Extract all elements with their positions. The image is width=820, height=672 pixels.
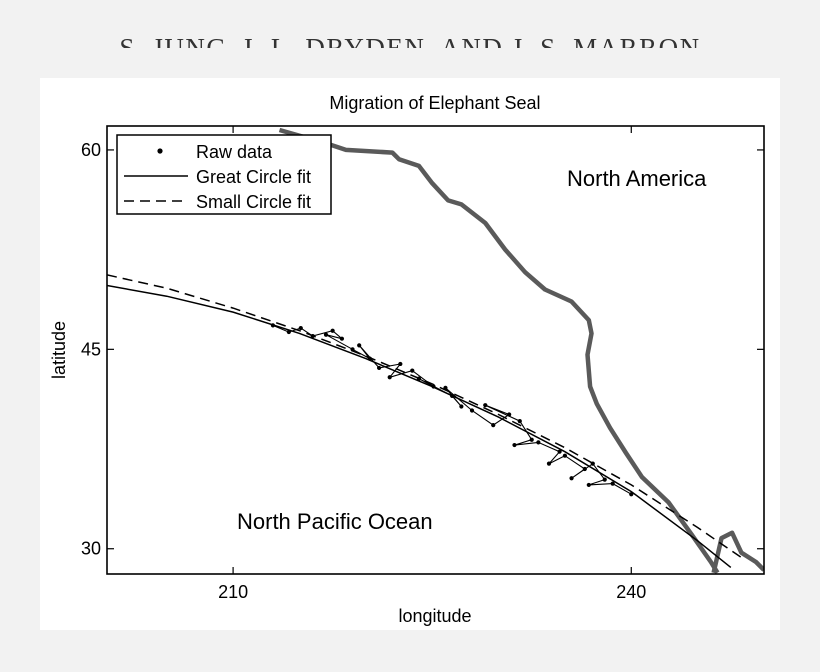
raw-data-point: [483, 403, 488, 408]
legend-label-small-circle: Small Circle fit: [196, 192, 311, 212]
raw-data-point: [629, 492, 634, 497]
annotation-north-pacific-ocean: North Pacific Ocean: [237, 509, 433, 534]
raw-data-point: [376, 365, 382, 371]
raw-data-point: [517, 419, 522, 424]
legend-label-raw-data: Raw data: [196, 142, 273, 162]
legend-raw-data-marker: [157, 148, 163, 154]
raw-data-point: [416, 376, 422, 381]
series-coastline-line: [278, 127, 720, 574]
y-tick-label: 60: [81, 140, 101, 160]
series-small-circle-fit-line: [107, 274, 745, 561]
plot-frame: [106, 125, 765, 575]
raw-data-point: [330, 328, 335, 333]
raw-data-point: [602, 477, 607, 482]
legend-box: [116, 134, 332, 215]
raw-data-point: [270, 323, 276, 328]
raw-data-point: [469, 408, 475, 413]
raw-data-point: [367, 356, 372, 361]
raw-data-point: [443, 385, 448, 390]
raw-data-point: [536, 440, 541, 445]
raw-data-point: [590, 461, 595, 466]
x-tick-label: 210: [218, 582, 248, 602]
raw-data-point: [459, 404, 464, 409]
raw-data-point: [586, 482, 591, 488]
raw-data-point: [387, 375, 392, 380]
raw-data-point: [431, 384, 436, 389]
raw-data-point: [610, 481, 615, 486]
series-raw-data-line: [272, 324, 632, 495]
raw-data-point: [398, 361, 403, 367]
elephant-seal-chart: Migration of Elephant Seal Raw data Grea…: [49, 93, 765, 626]
raw-data-point: [298, 325, 303, 331]
raw-data-point: [557, 449, 562, 454]
figure: Migration of Elephant Seal Raw data Grea…: [40, 78, 780, 630]
raw-data-point: [582, 466, 587, 472]
x-axis-label: longitude: [398, 606, 471, 626]
raw-data-point: [410, 368, 415, 373]
raw-data-point: [507, 412, 512, 417]
raw-data-point: [339, 336, 345, 341]
page-header: S. JUNG, I. L. DRYDEN, AND J. S. MARRON: [119, 33, 701, 48]
x-tick-label: 240: [616, 582, 646, 602]
chart-title: Migration of Elephant Seal: [329, 93, 540, 113]
raw-data-point: [529, 437, 534, 442]
raw-data-point: [569, 476, 574, 481]
y-tick-label: 45: [81, 339, 101, 359]
raw-data-point: [350, 347, 355, 352]
raw-data-point: [357, 343, 362, 348]
y-tick-label: 30: [81, 539, 101, 559]
series-island-line: [711, 530, 764, 574]
raw-data-point: [491, 423, 496, 428]
y-axis-label: latitude: [49, 321, 69, 379]
raw-data-point: [449, 393, 455, 398]
legend: Raw data Great Circle fit Small Circle f…: [116, 134, 332, 215]
raw-data-point: [562, 453, 568, 458]
annotation-north-america: North America: [567, 166, 707, 191]
raw-data-point: [546, 461, 552, 466]
raw-data-point: [512, 442, 517, 448]
raw-data-point: [323, 332, 329, 337]
legend-label-great-circle: Great Circle fit: [196, 167, 311, 187]
raw-data-point: [310, 333, 315, 339]
raw-data-point: [286, 329, 291, 335]
